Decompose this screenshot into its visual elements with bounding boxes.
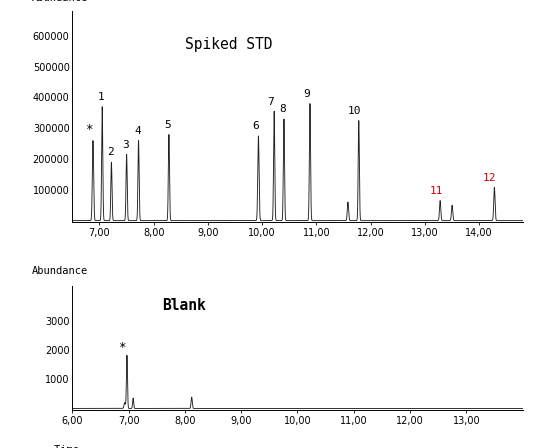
Text: 5: 5 [165,120,171,130]
Text: 8: 8 [279,104,286,114]
Text: Blank: Blank [162,298,206,313]
Text: 12: 12 [482,173,496,183]
Text: 1: 1 [98,92,105,102]
Text: 3: 3 [122,140,129,150]
Text: 2: 2 [107,147,114,158]
Text: 10: 10 [348,106,361,116]
Text: Spiked STD: Spiked STD [185,37,272,52]
Text: 4: 4 [134,126,141,136]
Text: 9: 9 [303,89,310,99]
Text: 6: 6 [252,121,258,131]
Text: 11: 11 [430,186,444,196]
Text: *: * [118,340,125,353]
Text: Time →: Time → [54,445,92,448]
Text: 7: 7 [267,97,274,107]
Text: Abundance: Abundance [32,0,88,3]
Text: Abundance: Abundance [32,266,88,276]
Text: *: * [85,123,92,136]
